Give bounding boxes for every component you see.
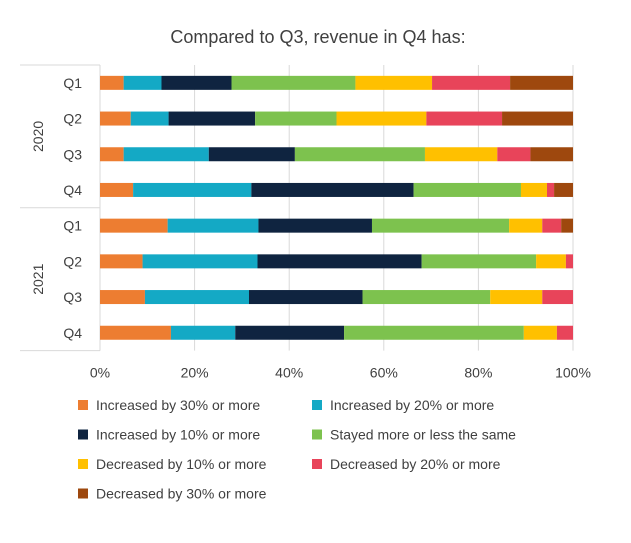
legend-swatch: [78, 488, 88, 499]
bar-segment: [424, 147, 498, 162]
category-label: Q1: [63, 75, 82, 91]
legend-label: Decreased by 20% or more: [330, 456, 501, 472]
bar-segment: [168, 111, 256, 126]
bar-segment: [510, 75, 573, 90]
bar-segment: [413, 182, 521, 197]
legend-label: Increased by 20% or more: [330, 397, 494, 413]
bar-segment: [432, 75, 511, 90]
bar-segment: [371, 218, 510, 233]
bar-segment: [509, 218, 543, 233]
bar-segment: [100, 111, 131, 126]
bar-segment: [523, 325, 557, 340]
category-axis: [20, 64, 101, 352]
bar-segment: [561, 218, 573, 233]
bar-segment: [100, 182, 134, 197]
category-label: Q3: [63, 289, 82, 305]
bar-segment: [133, 182, 252, 197]
bar-segment: [167, 218, 259, 233]
legend-swatch: [312, 429, 322, 440]
legend: Increased by 30% or more Increased by 20%…: [78, 397, 516, 502]
x-tick-label: 0%: [90, 365, 110, 381]
bar-segment: [100, 325, 171, 340]
bar-segment: [530, 147, 573, 162]
bar-segment: [536, 254, 566, 269]
gridlines: [99, 65, 574, 351]
x-tick-label: 80%: [464, 365, 492, 381]
legend-swatch: [312, 459, 322, 469]
bars: [100, 75, 573, 340]
x-tick-label: 100%: [555, 365, 591, 381]
x-axis-ticks: 0% 20% 40% 60% 80% 100%: [90, 365, 591, 381]
bar-segment: [421, 254, 537, 269]
bar-segment: [546, 182, 555, 197]
bar-segment: [520, 182, 547, 197]
bar-segment: [100, 147, 124, 162]
year-labels: 2020 2021: [30, 121, 46, 295]
bar-segment: [100, 290, 145, 305]
legend-label: Increased by 10% or more: [96, 427, 260, 443]
bar-segment: [231, 75, 356, 90]
bar-segment: [235, 325, 345, 340]
bar-segment: [123, 75, 162, 90]
bar-segment: [208, 147, 295, 162]
category-label: Q4: [63, 182, 82, 198]
bar-segment: [426, 111, 503, 126]
bar-segment: [100, 218, 168, 233]
bar-segment: [554, 182, 573, 197]
bar-segment: [255, 111, 337, 126]
legend-label: Decreased by 30% or more: [96, 486, 267, 502]
bar-segment: [497, 147, 531, 162]
bar-segment: [258, 218, 372, 233]
bar-segment: [100, 75, 124, 90]
bar-segment: [355, 75, 433, 90]
legend-label: Stayed more or less the same: [330, 427, 516, 443]
legend-swatch: [78, 429, 88, 440]
category-labels: Q1 Q2 Q3 Q4 Q1 Q2 Q3 Q4: [63, 75, 82, 341]
chart-title: Compared to Q3, revenue in Q4 has:: [170, 27, 465, 47]
bar-segment: [248, 290, 363, 305]
legend-swatch: [78, 400, 88, 410]
x-tick-label: 20%: [181, 365, 209, 381]
year-label: 2021: [30, 263, 46, 294]
legend-label: Increased by 30% or more: [96, 397, 260, 413]
bar-segment: [161, 75, 232, 90]
bar-segment: [565, 254, 573, 269]
bar-segment: [542, 290, 573, 305]
legend-swatch: [312, 400, 322, 410]
bar-segment: [502, 111, 573, 126]
legend-swatch: [78, 459, 88, 469]
category-label: Q2: [63, 253, 82, 269]
bar-segment: [344, 325, 524, 340]
bar-segment: [170, 325, 236, 340]
bar-segment: [294, 147, 425, 162]
category-label: Q4: [63, 325, 82, 341]
bar-segment: [100, 254, 143, 269]
x-tick-label: 60%: [370, 365, 398, 381]
bar-segment: [257, 254, 422, 269]
bar-segment: [490, 290, 543, 305]
legend-label: Decreased by 10% or more: [96, 456, 267, 472]
category-label: Q3: [63, 146, 82, 162]
bar-segment: [556, 325, 573, 340]
bar-segment: [130, 111, 169, 126]
bar-segment: [123, 147, 209, 162]
bar-segment: [144, 290, 249, 305]
bar-segment: [542, 218, 562, 233]
bar-segment: [142, 254, 258, 269]
x-tick-label: 40%: [275, 365, 303, 381]
category-label: Q2: [63, 111, 82, 127]
year-label: 2020: [30, 121, 46, 152]
category-label: Q1: [63, 218, 82, 234]
bar-segment: [362, 290, 491, 305]
bar-segment: [336, 111, 427, 126]
bar-segment: [251, 182, 414, 197]
